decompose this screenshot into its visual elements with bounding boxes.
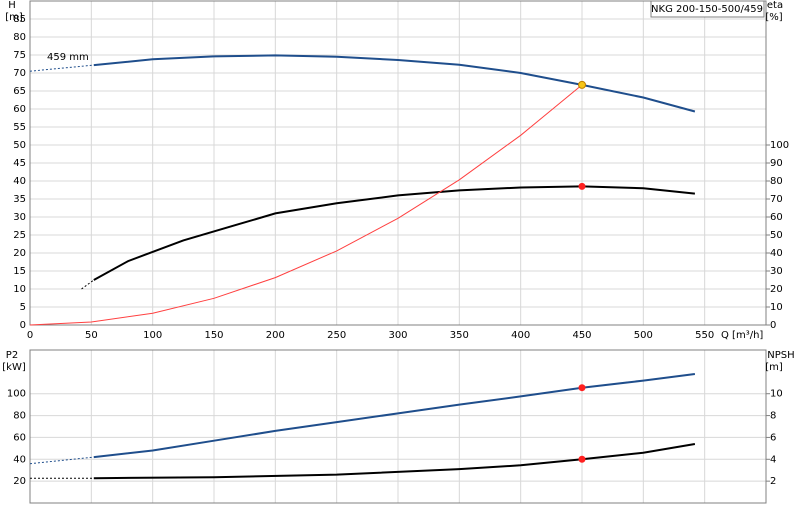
x-tick-label: 500 bbox=[634, 330, 653, 341]
y-tick-label: 75 bbox=[13, 50, 26, 61]
y-tick-label: 20 bbox=[13, 248, 26, 259]
curve bbox=[29, 84, 583, 326]
duty-point bbox=[578, 80, 586, 89]
y2-axis-label: [%] bbox=[765, 12, 782, 23]
x-tick-label: 450 bbox=[572, 330, 591, 341]
y-tick-label: 70 bbox=[13, 68, 26, 79]
y-tick-label: 5 bbox=[20, 302, 26, 313]
y-tick-label: 80 bbox=[13, 411, 26, 422]
x-tick-label: 550 bbox=[695, 330, 714, 341]
x-tick-label: 250 bbox=[327, 330, 346, 341]
x-tick-label: 0 bbox=[27, 330, 33, 341]
x-tick-label: 350 bbox=[450, 330, 469, 341]
x-axis-label: Q [m³/h] bbox=[721, 330, 763, 341]
y-tick-label: 30 bbox=[13, 212, 26, 223]
y-tick-label: 65 bbox=[13, 86, 26, 97]
y-tick-label: 25 bbox=[13, 230, 26, 241]
y2-tick-label: 10 bbox=[770, 389, 783, 400]
x-tick-label: 400 bbox=[511, 330, 530, 341]
y-tick-label: 80 bbox=[13, 32, 26, 43]
y-axis-label: P2 bbox=[6, 350, 18, 361]
y-tick-label: 35 bbox=[13, 194, 26, 205]
y-tick-label: 100 bbox=[7, 389, 26, 400]
y2-tick-label: 6 bbox=[770, 432, 776, 443]
y2-tick-label: 80 bbox=[770, 176, 783, 187]
y2-tick-label: 50 bbox=[770, 230, 783, 241]
y-tick-label: 0 bbox=[20, 320, 26, 331]
y2-tick-label: 0 bbox=[770, 320, 776, 331]
x-tick-label: 50 bbox=[85, 330, 98, 341]
y-axis-label: [kW] bbox=[2, 362, 26, 373]
annotation: 459 mm bbox=[47, 52, 89, 63]
y2-tick-label: 30 bbox=[770, 266, 783, 277]
duty-point bbox=[578, 455, 586, 463]
curve bbox=[93, 185, 696, 281]
y-tick-label: 40 bbox=[13, 454, 26, 465]
y2-axis-label: NPSH bbox=[767, 350, 794, 361]
y2-axis-label: [m] bbox=[765, 362, 783, 373]
x-tick-label: 150 bbox=[204, 330, 223, 341]
plot-frame bbox=[29, 349, 767, 504]
x-tick-label: 100 bbox=[143, 330, 162, 341]
duty-point bbox=[578, 384, 586, 392]
chart-title: NKG 200-150-500/459 bbox=[651, 4, 763, 15]
y2-tick-label: 4 bbox=[770, 454, 776, 465]
y-tick-label: 15 bbox=[13, 266, 26, 277]
y-tick-label: 50 bbox=[13, 140, 26, 151]
curve bbox=[93, 54, 696, 113]
y-tick-label: 10 bbox=[13, 284, 26, 295]
y2-tick-label: 10 bbox=[770, 302, 783, 313]
x-tick-label: 200 bbox=[266, 330, 285, 341]
y-tick-label: 85 bbox=[13, 14, 26, 25]
y-tick-label: 45 bbox=[13, 158, 26, 169]
y-tick-label: 60 bbox=[13, 104, 26, 115]
curve-extension bbox=[29, 456, 94, 465]
y-tick-label: 40 bbox=[13, 176, 26, 187]
y2-tick-label: 60 bbox=[770, 212, 783, 223]
curve bbox=[93, 373, 696, 459]
y-axis-label: [m] bbox=[5, 12, 23, 23]
curve-extension bbox=[29, 64, 94, 72]
y2-tick-label: 8 bbox=[770, 411, 776, 422]
y2-tick-label: 90 bbox=[770, 158, 783, 169]
curve-extension bbox=[81, 279, 95, 290]
y-axis-label: H bbox=[8, 0, 16, 11]
y2-axis-label: eta bbox=[767, 0, 783, 11]
y2-tick-label: 70 bbox=[770, 194, 783, 205]
curve bbox=[93, 443, 696, 480]
x-tick-label: 300 bbox=[388, 330, 407, 341]
y-tick-label: 20 bbox=[13, 476, 26, 487]
y2-tick-label: 40 bbox=[770, 248, 783, 259]
title-box bbox=[650, 0, 765, 18]
y-tick-label: 55 bbox=[13, 122, 26, 133]
y2-tick-label: 20 bbox=[770, 284, 783, 295]
y2-tick-label: 100 bbox=[770, 140, 789, 151]
y-tick-label: 60 bbox=[13, 432, 26, 443]
y2-tick-label: 2 bbox=[770, 476, 776, 487]
duty-point bbox=[578, 182, 586, 190]
